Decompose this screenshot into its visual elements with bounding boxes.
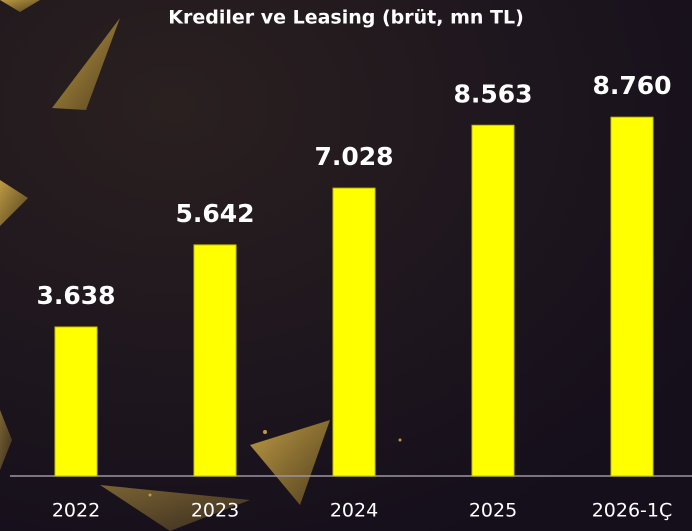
chart-title: Krediler ve Leasing (brüt, mn TL): [168, 7, 524, 29]
x-tick-label: 2023: [191, 500, 239, 522]
bar: [610, 116, 654, 477]
x-tick-label: 2025: [469, 500, 517, 522]
bar: [54, 326, 98, 477]
bar: [471, 124, 515, 477]
x-tick-label: 2022: [52, 500, 100, 522]
x-tick-label: 2026-1Ç: [592, 500, 673, 522]
bar: [193, 244, 237, 477]
value-label: 7.028: [314, 142, 393, 171]
value-label: 3.638: [36, 281, 115, 310]
value-label: 8.760: [592, 71, 671, 100]
bar: [332, 187, 376, 477]
decoration: [0, 0, 402, 531]
value-label: 5.642: [175, 199, 254, 228]
value-label: 8.563: [453, 79, 532, 108]
x-tick-label: 2024: [330, 500, 378, 522]
